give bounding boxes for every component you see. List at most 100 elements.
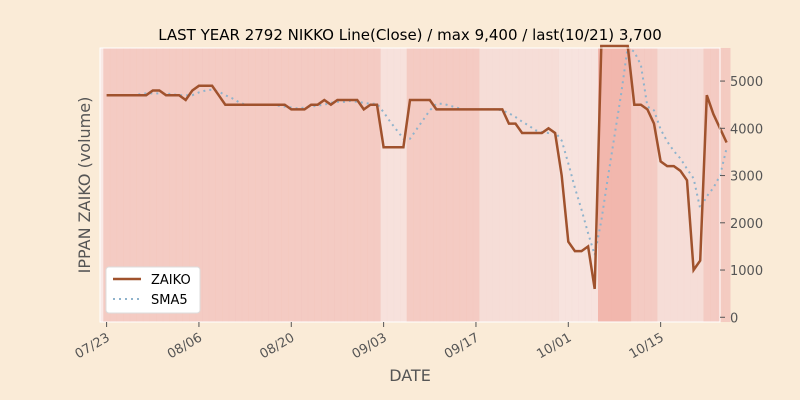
- volume-band: [222, 48, 230, 322]
- volume-band: [162, 48, 170, 322]
- volume-band: [129, 48, 137, 322]
- volume-band: [406, 48, 414, 322]
- volume-band: [400, 48, 408, 322]
- legend-label-sma5: SMA5: [151, 293, 188, 308]
- volume-band: [321, 48, 329, 322]
- volume-band: [545, 48, 553, 322]
- volume-band: [208, 48, 216, 322]
- volume-band: [452, 48, 461, 322]
- sma5-line: [126, 45, 728, 256]
- volume-band: [710, 48, 718, 322]
- volume-band: [248, 48, 256, 322]
- volume-band: [611, 48, 619, 322]
- volume-band: [578, 48, 586, 322]
- volume-band: [255, 48, 263, 322]
- volume-band: [294, 48, 302, 322]
- volume-band: [439, 48, 447, 322]
- volume-band: [472, 48, 480, 322]
- volume-band: [617, 48, 625, 322]
- volume-band: [169, 48, 177, 322]
- volume-band: [663, 48, 672, 322]
- volume-band: [446, 48, 454, 322]
- volume-band: [466, 48, 474, 322]
- volume-bands: [103, 48, 731, 322]
- volume-band: [156, 48, 164, 322]
- volume-band: [518, 48, 526, 322]
- x-tick-label: 08/20: [257, 330, 297, 362]
- volume-band: [677, 48, 685, 322]
- volume-band: [175, 48, 184, 322]
- x-axis-label: DATE: [389, 366, 431, 385]
- volume-band: [393, 48, 401, 322]
- volume-band: [281, 48, 289, 322]
- x-tick-label: 10/15: [627, 330, 667, 362]
- plot-frame: [99, 47, 721, 323]
- volume-band: [650, 48, 658, 322]
- volume-band: [307, 48, 315, 322]
- volume-band: [413, 48, 421, 322]
- y-tick-label: 1000: [730, 264, 763, 279]
- volume-band: [624, 48, 632, 322]
- volume-band: [505, 48, 513, 322]
- zaiko-line: [106, 44, 728, 290]
- volume-band: [347, 48, 355, 322]
- volume-band: [235, 48, 243, 322]
- volume-band: [182, 48, 190, 322]
- volume-band: [353, 48, 362, 322]
- volume-band: [485, 48, 494, 322]
- volume-band: [380, 48, 388, 322]
- plot-area: [99, 44, 731, 323]
- volume-band: [274, 48, 282, 322]
- volume-band: [288, 48, 296, 322]
- volume-band: [373, 48, 381, 322]
- volume-band: [565, 48, 573, 322]
- y-tick-label: 2000: [730, 217, 763, 232]
- volume-band: [551, 48, 559, 322]
- volume-band: [532, 48, 540, 322]
- volume-band: [479, 48, 487, 322]
- volume-band: [241, 48, 249, 322]
- volume-band: [301, 48, 309, 322]
- volume-band: [696, 48, 705, 322]
- volume-band: [644, 48, 652, 322]
- volume-band: [690, 48, 698, 322]
- x-tick-label: 10/01: [534, 330, 574, 362]
- volume-band: [189, 48, 197, 322]
- x-tick-label: 09/03: [350, 330, 390, 362]
- volume-band: [631, 48, 639, 322]
- volume-band: [334, 48, 342, 322]
- y-axis: 0 1000 2000 3000 4000 5000: [720, 75, 763, 326]
- volume-band: [538, 48, 546, 322]
- x-tick-label: 09/17: [442, 330, 482, 362]
- volume-band: [136, 48, 144, 322]
- volume-band: [149, 48, 157, 322]
- volume-band: [598, 48, 606, 322]
- volume-band: [604, 48, 612, 322]
- volume-band: [228, 48, 236, 322]
- volume-band: [433, 48, 441, 322]
- volume-band: [195, 48, 203, 322]
- volume-band: [109, 48, 118, 322]
- volume-band: [268, 48, 276, 322]
- volume-band: [459, 48, 467, 322]
- volume-band: [327, 48, 335, 322]
- y-tick-label: 4000: [730, 122, 763, 137]
- volume-band: [637, 48, 645, 322]
- volume-band: [386, 48, 395, 322]
- volume-band: [426, 48, 434, 322]
- volume-band: [215, 48, 223, 322]
- y-tick-label: 0: [730, 311, 738, 326]
- volume-band: [419, 48, 428, 322]
- y-axis-label: IPPAN ZAIKO (volume): [75, 97, 94, 274]
- legend: ZAIKO SMA5: [105, 266, 201, 314]
- y-tick-label: 3000: [730, 170, 763, 185]
- volume-band: [340, 48, 348, 322]
- volume-band: [670, 48, 678, 322]
- volume-band: [512, 48, 520, 322]
- volume-band: [103, 48, 111, 322]
- volume-band: [314, 48, 322, 322]
- volume-band: [525, 48, 533, 322]
- volume-band: [723, 48, 731, 322]
